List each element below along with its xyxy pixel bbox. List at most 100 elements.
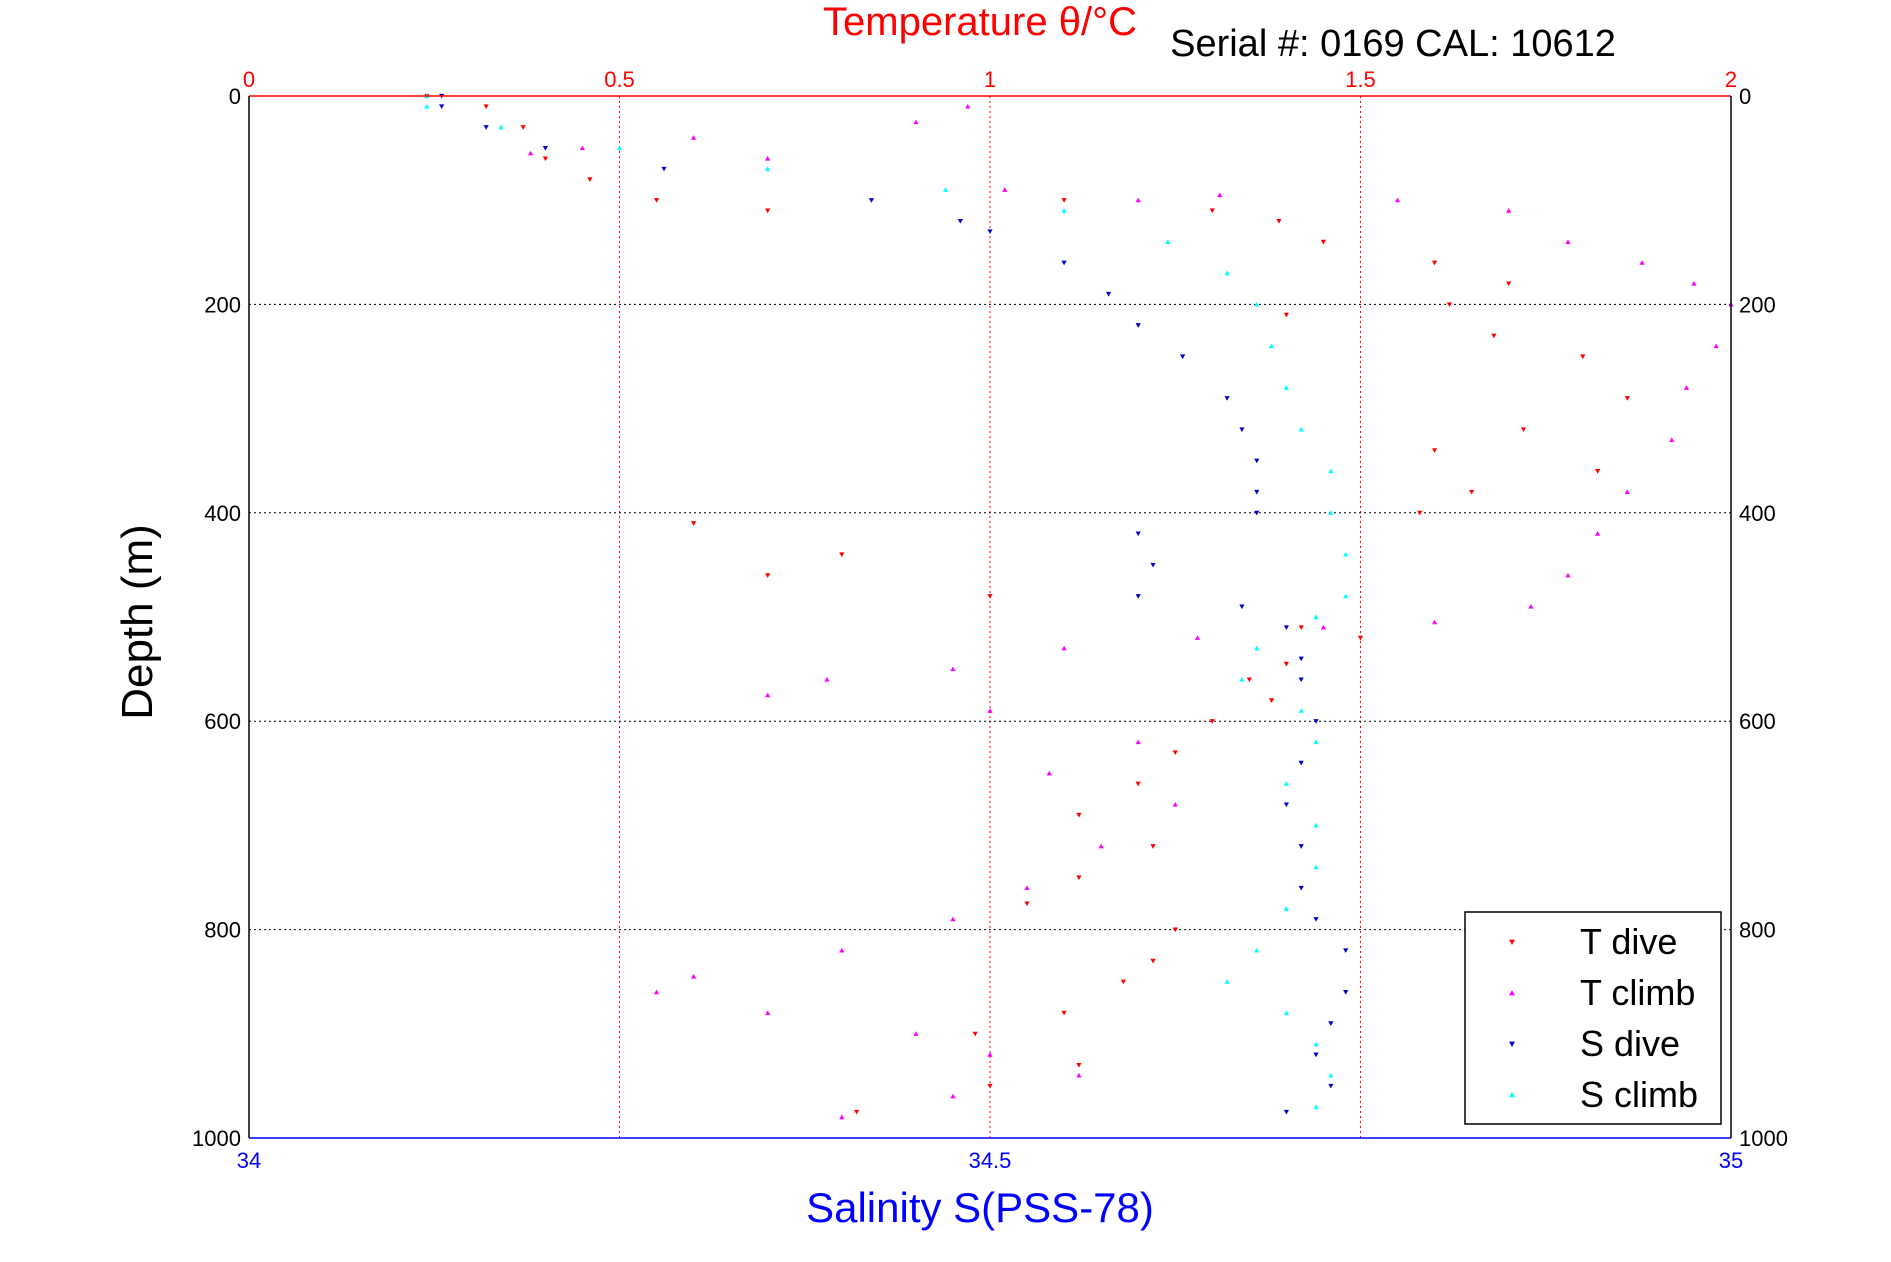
depth-tick-label-right: 400: [1739, 501, 1776, 526]
s-dive-point: [1298, 844, 1304, 849]
t-dive-point: [1172, 927, 1178, 933]
s-climb-point: [1313, 822, 1319, 828]
depth-axis-title: Depth (m): [113, 524, 162, 720]
t-dive-point: [520, 125, 526, 130]
t-climb-point: [653, 989, 660, 995]
t-climb-point: [1565, 239, 1571, 244]
t-climb-point: [950, 666, 956, 672]
t-climb-point: [1024, 885, 1030, 890]
legend-marker-t-dive: [1509, 939, 1515, 945]
t-dive-point: [1491, 333, 1497, 339]
t-dive-point: [1076, 1062, 1082, 1068]
t-dive-point: [1209, 208, 1215, 214]
t-climb-point: [1061, 645, 1067, 651]
t-dive-point: [1432, 260, 1438, 266]
t-climb-point: [1691, 280, 1697, 286]
t-dive-point: [1283, 312, 1289, 318]
t-dive-point: [1120, 979, 1126, 985]
s-dive-point: [661, 166, 667, 172]
temperature-tick-label: 1: [984, 67, 996, 92]
t-climb-point: [1565, 572, 1571, 578]
t-climb-point: [1320, 624, 1327, 630]
t-climb-point: [950, 1093, 956, 1099]
s-dive-point: [1298, 677, 1304, 683]
t-dive-point: [542, 156, 548, 162]
s-dive-point: [439, 104, 445, 110]
t-climb-point: [1135, 739, 1141, 745]
temperature-tick-label: 0.5: [604, 67, 635, 92]
data-marks: [424, 93, 1734, 1120]
t-climb-point: [765, 155, 771, 161]
salinity-tick-label: 35: [1719, 1148, 1743, 1173]
t-dive-point: [1076, 875, 1082, 881]
t-climb-point: [987, 1052, 993, 1057]
s-climb-point: [1298, 426, 1304, 432]
t-climb-point: [1528, 603, 1534, 609]
t-climb-point: [579, 145, 586, 151]
t-climb-point: [1595, 531, 1601, 536]
s-dive-point: [1298, 656, 1304, 662]
t-dive-point: [1298, 625, 1304, 631]
legend-label-t-climb: T climb: [1580, 972, 1695, 1013]
t-climb-point: [1432, 619, 1438, 625]
t-dive-point: [987, 1083, 993, 1089]
s-climb-point: [1254, 645, 1260, 651]
t-climb-point: [765, 1010, 771, 1016]
legend-marker-s-climb: [1509, 1092, 1515, 1098]
s-climb-point: [424, 103, 430, 109]
depth-tick-label-right: 800: [1739, 918, 1776, 943]
t-dive-point: [1276, 218, 1282, 224]
s-climb-point: [1283, 1010, 1289, 1016]
legend-marker-s-dive: [1509, 1041, 1515, 1047]
t-climb-point: [913, 119, 919, 125]
t-dive-point: [1432, 448, 1438, 453]
s-climb-point: [1313, 864, 1319, 870]
t-dive-point: [587, 177, 593, 182]
s-climb-point: [1254, 947, 1260, 953]
t-dive-point: [987, 594, 993, 599]
s-dive-point: [1254, 489, 1260, 495]
depth-tick-label-left: 400: [204, 501, 241, 526]
s-dive-point: [1239, 427, 1245, 433]
s-climb-point: [1061, 208, 1067, 213]
depth-tick-label-left: 600: [204, 709, 241, 734]
t-climb-point: [1194, 635, 1201, 640]
s-climb-point: [1283, 385, 1289, 390]
depth-tick-label-right: 200: [1739, 292, 1776, 317]
t-dive-point: [839, 552, 845, 558]
t-dive-point: [653, 198, 660, 203]
t-dive-point: [1469, 489, 1475, 495]
s-dive-point: [1298, 760, 1304, 766]
s-dive-point: [542, 146, 548, 151]
s-dive-point: [1150, 562, 1156, 568]
t-dive-point: [1580, 354, 1586, 360]
s-climb-point: [1313, 1041, 1319, 1047]
s-dive-point: [1343, 990, 1349, 995]
t-climb-point: [965, 103, 971, 109]
s-climb-point: [1343, 593, 1349, 599]
s-dive-point: [1180, 354, 1186, 360]
legend-box: [1464, 911, 1722, 1125]
legend-marker-t-climb: [1509, 990, 1515, 996]
t-climb-point: [1172, 801, 1178, 807]
s-dive-point: [1328, 1021, 1334, 1026]
t-dive-point: [1417, 510, 1423, 516]
t-dive-point: [1268, 698, 1275, 703]
s-climb-point: [1313, 614, 1319, 620]
s-dive-point: [957, 218, 963, 224]
t-dive-point: [765, 573, 771, 578]
s-dive-point: [1298, 885, 1304, 891]
t-climb-point: [1076, 1072, 1082, 1078]
t-dive-point: [765, 208, 771, 214]
s-dive-point: [1343, 948, 1349, 954]
s-climb-point: [1239, 676, 1245, 682]
s-climb-point: [1283, 906, 1289, 911]
depth-tick-label-left: 800: [204, 918, 241, 943]
s-dive-point: [987, 229, 993, 235]
t-dive-point: [1135, 781, 1141, 787]
s-climb-point: [765, 166, 771, 172]
t-dive-point: [1150, 844, 1156, 849]
temperature-tick-label: 2: [1725, 67, 1737, 92]
